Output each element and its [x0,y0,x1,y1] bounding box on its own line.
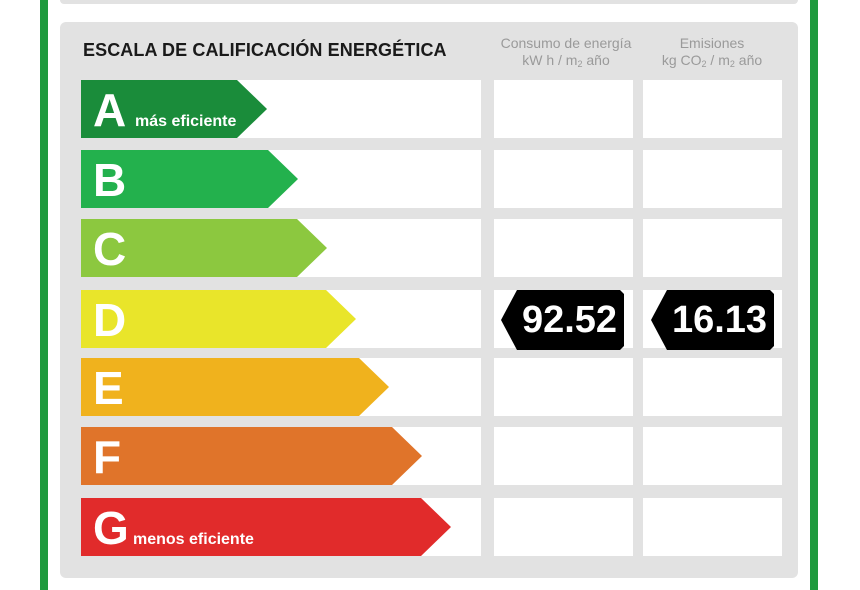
rating-letter-f: F [93,431,122,483]
rating-arrow-f-shape [81,427,422,485]
rating-bar-b: B [81,150,298,208]
frame-left-border [40,0,48,590]
rating-letter-e: E [93,362,124,414]
most-efficient-label: más eficiente [135,113,237,130]
consumption-cell-c [494,219,633,277]
emissions-cell-c [643,219,782,277]
emissions-cell-b [643,150,782,208]
consumption-header-line2: kW h / m2 año [522,52,610,69]
rating-letter-c: C [93,223,127,275]
scale-title: ESCALA DE CALIFICACIÓN ENERGÉTICA [83,40,447,60]
rating-arrow-d-shape [81,290,356,348]
consumption-value-tag: 92.52 [501,290,624,350]
consumption-tag-shape [501,290,624,350]
rating-bar-f: F [81,427,422,485]
rating-bar-a: A más eficiente [81,80,267,138]
consumption-cell-a [494,80,633,138]
emissions-header-line2: kg CO2 / m2 año [661,52,763,69]
rating-bar-g: G menos eficiente [81,498,451,556]
emissions-value-tag: 16.13 [651,290,774,350]
emissions-value: 16.13 [671,299,768,341]
emissions-header-line1: Emisiones [679,35,745,51]
rating-letter-a: A [93,84,127,136]
rating-arrow-g-shape [81,498,451,556]
rating-arrow-e-shape [81,358,389,416]
rating-bar-e: E [81,358,389,416]
consumption-cell-f [494,427,633,485]
least-efficient-label: menos eficiente [133,531,254,548]
consumption-header-line1: Consumo de energía [500,35,632,51]
rating-letter-d: D [93,294,127,346]
rating-letter-g: G [93,502,129,554]
consumption-value: 92.52 [521,299,618,341]
rating-arrow-c-shape [81,219,327,277]
consumption-cell-e [494,358,633,416]
emissions-cell-g [643,498,782,556]
frame-right-border [810,0,818,590]
consumption-cell-g [494,498,633,556]
emissions-cell-f [643,427,782,485]
rating-letter-b: B [93,154,127,206]
emissions-tag-shape [651,290,774,350]
rating-arrow-a-shape [81,80,267,138]
emissions-column-header: Emisiones kg CO2 / m2 año [637,35,787,73]
emissions-cell-a [643,80,782,138]
consumption-column-header: Consumo de energía kW h / m2 año [491,35,641,73]
rating-bar-c: C [81,219,327,277]
rating-arrow-b-shape [81,150,298,208]
rating-bar-d: D [81,290,356,348]
consumption-cell-b [494,150,633,208]
emissions-cell-e [643,358,782,416]
top-strip [60,0,798,4]
